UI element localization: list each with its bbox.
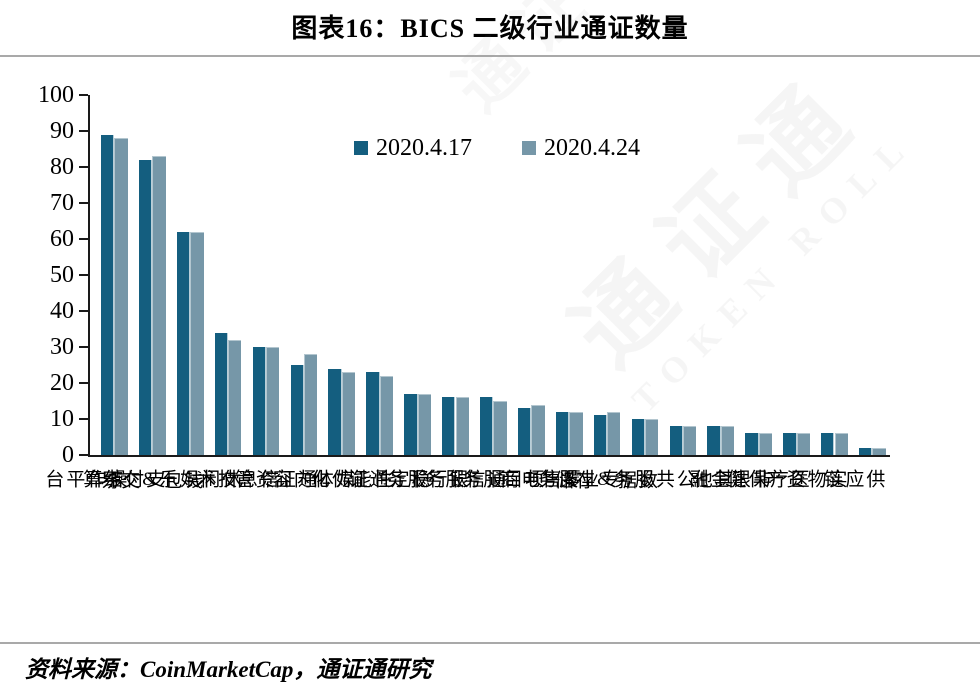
x-axis-label: 其他 [690, 469, 733, 490]
bar-2020.4.17-专业服务 [593, 415, 608, 455]
y-axis-tick [79, 238, 88, 240]
y-axis-tick [79, 202, 88, 204]
y-axis-tick [79, 382, 88, 384]
bar-2020.4.24-医疗保健 [796, 433, 810, 455]
bar-2020.4.24-零售电商 [569, 411, 583, 455]
bar-2020.4.24-通信服务 [493, 401, 507, 455]
y-axis-label: 20 [50, 370, 74, 396]
y-axis-tick [79, 346, 88, 348]
bar-chart-plot-area: 2020.4.17 2020.4.24 0 10 20 30 40 50 60 70 80 90 1… [38, 82, 890, 492]
bar-2020.4.17-稳定通证 [404, 393, 418, 455]
x-axis-label: 性能优化 [307, 469, 392, 490]
bar-2020.4.17-非银金融 [745, 433, 759, 455]
x-axis-label: 操作平台 [42, 469, 127, 490]
bar-2020.4.24-性能优化 [379, 375, 394, 455]
x-axis-label: 钱包&交易 [97, 469, 203, 492]
bar-2020.4.24-媒体内容 [341, 372, 356, 455]
bar-2020.4.17-通信服务 [480, 397, 494, 455]
x-axis-label: 银行服务 [383, 469, 468, 490]
x-axis-label: 医疗保健 [724, 469, 809, 490]
y-axis-tick [79, 166, 88, 168]
y-axis-label: 40 [50, 298, 74, 324]
bar-2020.4.17-性能优化 [366, 372, 380, 455]
bar-2020.4.24-钱包&交易 [190, 231, 204, 455]
bar-2020.4.17-钱包&交易 [176, 231, 191, 455]
y-axis-tick [79, 454, 88, 456]
bar-2020.4.24-信息技术 [266, 347, 280, 455]
bar-2020.4.17-零售电商 [555, 411, 570, 455]
legend-item-series2: 2020.4.24 [522, 136, 640, 160]
y-axis-label: 50 [50, 262, 74, 288]
legend-label-series1: 2020.4.17 [376, 135, 472, 161]
y-axis-label: 0 [62, 442, 74, 468]
bar-2020.4.24-通证资管 [303, 354, 318, 455]
bar-2020.4.17-数据&存储 [631, 419, 645, 455]
bar-2020.4.24-公共服务 [682, 426, 697, 455]
y-axis-label: 60 [50, 226, 74, 252]
x-axis-label: 供应链 [821, 469, 885, 490]
x-axis-label: 专业服务 [535, 469, 620, 490]
legend-swatch-series1 [354, 141, 368, 155]
x-axis-label: 零售电商 [497, 469, 582, 490]
bar-2020.4.17-实物资产 [821, 433, 835, 455]
bar-2020.4.17-供应链 [859, 447, 873, 455]
bottom-divider [0, 642, 980, 644]
bar-2020.4.17-公共服务 [669, 426, 683, 455]
top-divider [0, 55, 980, 57]
y-axis-label: 80 [50, 154, 74, 180]
y-axis-label: 30 [50, 334, 74, 360]
x-axis-label: 公共服务 [610, 469, 695, 490]
bar-2020.4.24-供应链 [872, 447, 886, 455]
bar-2020.4.17-银行服务 [442, 397, 456, 455]
y-axis-tick [79, 274, 88, 276]
bar-2020.4.24-稳定通证 [417, 393, 431, 455]
bar-2020.4.17-支付结算 [138, 159, 153, 455]
legend-item-series1: 2020.4.17 [354, 136, 472, 160]
bar-2020.4.24-专业服务 [607, 411, 621, 455]
bar-2020.4.17-媒体内容 [328, 368, 342, 455]
x-axis-label: 数据&存储 [552, 469, 657, 492]
bar-2020.4.17-医疗保健 [783, 433, 797, 455]
bar-2020.4.24-银行服务 [455, 397, 469, 455]
bar-2020.4.24-数据&存储 [645, 419, 659, 455]
bar-2020.4.24-项目服务 [531, 404, 545, 455]
bar-2020.4.17-操作平台 [101, 134, 115, 455]
bar-2020.4.17-通证资管 [290, 365, 304, 455]
legend-label-series2: 2020.4.24 [544, 135, 640, 161]
x-axis-label: 信息技术 [194, 469, 278, 490]
x-axis-label: 休闲娱乐 [156, 469, 241, 490]
x-axis-label: 通证资管 [231, 469, 316, 490]
y-axis-tick [79, 310, 88, 312]
source-note: 资料来源：CoinMarketCap，通证通研究 [25, 657, 432, 682]
y-axis-label: 90 [50, 118, 74, 144]
legend-swatch-series2 [522, 141, 536, 155]
bar-2020.4.24-操作平台 [114, 138, 128, 455]
y-axis-label: 100 [38, 82, 74, 108]
x-axis-label: 通信服务 [421, 469, 506, 490]
x-axis-label: 稳定通证 [345, 469, 430, 490]
y-axis-tick [79, 130, 88, 132]
bar-2020.4.17-休闲娱乐 [214, 332, 229, 455]
chart-legend: 2020.4.17 2020.4.24 [354, 136, 640, 160]
x-axis-label: 项目服务 [459, 469, 544, 490]
bar-2020.4.17-信息技术 [252, 347, 266, 455]
bar-2020.4.17-项目服务 [517, 408, 532, 455]
x-axis-label: 媒体内容 [269, 469, 354, 490]
x-axis-label: 实物资产 [762, 469, 847, 490]
y-axis-tick [79, 94, 88, 96]
bar-2020.4.24-非银金融 [758, 433, 773, 455]
x-axis-label: 支付结算 [80, 469, 165, 490]
x-axis-label: 非银金融 [686, 469, 771, 490]
y-axis-tick [79, 418, 88, 420]
y-axis-label: 70 [50, 190, 74, 216]
bar-2020.4.24-其他 [720, 426, 735, 455]
bar-2020.4.24-支付结算 [152, 156, 166, 455]
bar-2020.4.17-其他 [707, 426, 721, 455]
y-axis-label: 10 [50, 406, 74, 432]
bar-2020.4.24-休闲娱乐 [228, 339, 242, 455]
bar-2020.4.24-实物资产 [834, 433, 848, 455]
chart-title: 图表16：BICS 二级行业通证数量 [291, 14, 689, 43]
